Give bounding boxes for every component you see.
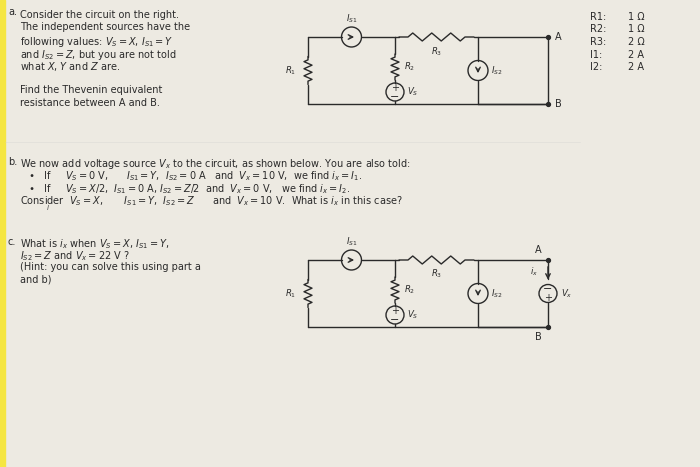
Bar xyxy=(0,0,5,467)
Text: A: A xyxy=(555,32,561,42)
Text: +: + xyxy=(391,83,399,92)
Text: (Hint: you can solve this using part a: (Hint: you can solve this using part a xyxy=(20,262,201,272)
Text: R1:: R1: xyxy=(590,12,606,22)
Text: 1 Ω: 1 Ω xyxy=(628,24,645,35)
Text: $R_2$: $R_2$ xyxy=(404,284,415,296)
Text: $I_{S2} = Z$ and $V_x = 22$ V ?: $I_{S2} = Z$ and $V_x = 22$ V ? xyxy=(20,249,130,263)
Text: +: + xyxy=(544,293,552,303)
Text: 2 A: 2 A xyxy=(628,62,644,72)
Text: Consider  $V_S = X$,       $I_{S1} = Y$,  $I_{S2} = Z$      and  $V_x = 10$ V.  : Consider $V_S = X$, $I_{S1} = Y$, $I_{S2… xyxy=(20,194,402,208)
Text: −: − xyxy=(391,315,400,325)
Text: $i_x$: $i_x$ xyxy=(530,266,538,278)
Text: R2:: R2: xyxy=(590,24,606,35)
Text: $I_{S2}$: $I_{S2}$ xyxy=(491,287,503,300)
Text: 2 Ω: 2 Ω xyxy=(628,37,645,47)
Text: We now add voltage source $V_x$ to the circuit, as shown below. You are also tol: We now add voltage source $V_x$ to the c… xyxy=(20,157,411,171)
Text: $\bullet$   If     $V_S = X/2$,  $I_{S1} = 0$ A, $I_{S2} = Z/2$  and  $V_x = 0$ : $\bullet$ If $V_S = X/2$, $I_{S1} = 0$ A… xyxy=(28,182,351,196)
Text: $R_2$: $R_2$ xyxy=(404,61,415,73)
Text: I1:: I1: xyxy=(590,50,602,59)
Text: and b): and b) xyxy=(20,275,52,284)
Text: 1 Ω: 1 Ω xyxy=(628,12,645,22)
Text: I2:: I2: xyxy=(590,62,603,72)
Text: $V_S$: $V_S$ xyxy=(407,86,419,98)
Text: $I$: $I$ xyxy=(46,203,50,212)
Text: b.: b. xyxy=(8,157,18,167)
Text: What is $i_x$ when $V_S = X$, $I_{S1} = Y$,: What is $i_x$ when $V_S = X$, $I_{S1} = … xyxy=(20,237,169,251)
Text: −: − xyxy=(391,92,400,102)
Text: The independent sources have the: The independent sources have the xyxy=(20,22,190,33)
Text: $\bullet$   If     $V_S = 0$ V,      $I_{S1} = Y$,  $I_{S2} = 0$ A   and  $V_x =: $\bullet$ If $V_S = 0$ V, $I_{S1} = Y$, … xyxy=(28,170,363,184)
Text: $R_3$: $R_3$ xyxy=(430,268,442,281)
Text: $R_1$: $R_1$ xyxy=(285,64,296,77)
Text: B: B xyxy=(535,332,541,342)
Text: $I_{S2}$: $I_{S2}$ xyxy=(491,64,503,77)
Text: and $I_{S2} = Z$, but you are not told: and $I_{S2} = Z$, but you are not told xyxy=(20,48,176,62)
Text: $V_x$: $V_x$ xyxy=(561,287,573,300)
Text: Find the Thevenin equivalent: Find the Thevenin equivalent xyxy=(20,85,162,95)
Text: −: − xyxy=(543,284,553,294)
Text: following values: $V_S = X$, $I_{S1} = Y$: following values: $V_S = X$, $I_{S1} = Y… xyxy=(20,35,174,49)
Text: a.: a. xyxy=(8,7,17,17)
Text: c.: c. xyxy=(8,237,16,247)
Text: $I_{S1}$: $I_{S1}$ xyxy=(346,235,357,248)
Text: Consider the circuit on the right.: Consider the circuit on the right. xyxy=(20,10,179,20)
Text: resistance between A and B.: resistance between A and B. xyxy=(20,98,160,107)
Text: $R_1$: $R_1$ xyxy=(285,287,296,300)
Text: B: B xyxy=(555,99,561,109)
Text: 2 A: 2 A xyxy=(628,50,644,59)
Text: $I_{S1}$: $I_{S1}$ xyxy=(346,13,357,25)
Text: R3:: R3: xyxy=(590,37,606,47)
Text: $R_3$: $R_3$ xyxy=(430,45,442,57)
Text: A: A xyxy=(535,245,541,255)
Text: what $X$, $Y$ and $Z$ are.: what $X$, $Y$ and $Z$ are. xyxy=(20,60,120,73)
Text: +: + xyxy=(391,306,399,316)
Text: $V_S$: $V_S$ xyxy=(407,309,419,321)
